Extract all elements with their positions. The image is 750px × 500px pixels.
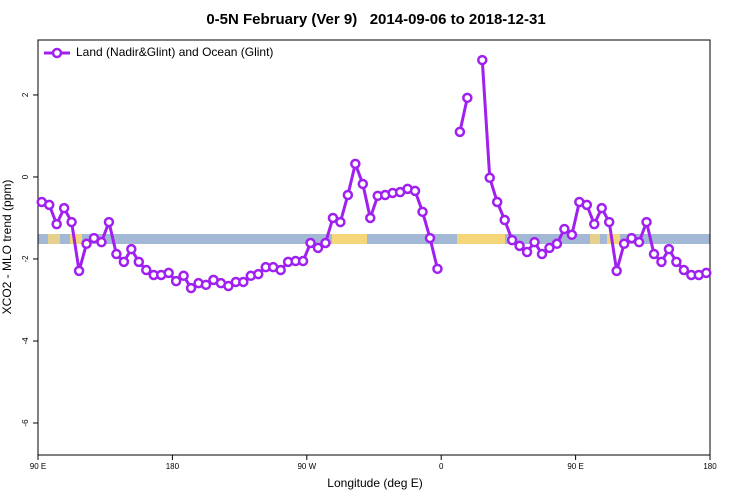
data-point [529, 236, 540, 248]
data-point [648, 248, 660, 260]
data-point [305, 237, 316, 249]
data-point [185, 282, 197, 294]
legend-marker [51, 47, 63, 59]
data-point [618, 238, 630, 250]
ocean-band [38, 234, 710, 244]
data-point [66, 216, 77, 228]
x-tick-label: 180 [166, 462, 180, 471]
data-point [342, 189, 354, 201]
data-point [223, 280, 234, 292]
data-point [238, 276, 249, 288]
data-point [118, 256, 130, 268]
data-point [566, 229, 578, 241]
data-point [484, 172, 495, 184]
x-tick-label: 90 W [297, 462, 316, 471]
data-point [506, 234, 518, 246]
data-point [327, 212, 339, 224]
data-point [170, 275, 182, 287]
data-point [163, 267, 174, 279]
data-point [73, 265, 85, 277]
y-tick-label: -2 [21, 255, 30, 263]
data-point [88, 232, 100, 244]
data-point [320, 237, 331, 249]
data-point [365, 212, 376, 224]
data-point [596, 202, 607, 214]
data-point [514, 240, 525, 252]
data-point [133, 256, 145, 268]
data-point [409, 185, 421, 197]
land-band [70, 234, 82, 244]
y-tick-label: -6 [21, 419, 30, 427]
y-tick-label: 2 [21, 92, 30, 97]
data-point [126, 243, 137, 255]
data-point [603, 216, 615, 228]
data-point [521, 246, 533, 258]
data-point [43, 199, 55, 211]
data-point [678, 264, 690, 276]
data-point [432, 263, 443, 275]
data-point [96, 236, 107, 248]
data-point [491, 196, 503, 208]
data-point [477, 54, 488, 66]
chart-title: 0-5N February (Ver 9) 2014-09-06 to 2018… [206, 11, 545, 28]
data-point [559, 223, 570, 235]
surface-band [38, 234, 710, 244]
data-point [200, 279, 212, 291]
data-point [499, 214, 510, 226]
data-point [81, 238, 92, 250]
data-point [663, 243, 675, 255]
data-point [536, 248, 548, 260]
data-point [424, 232, 436, 244]
land-band [607, 234, 620, 244]
y-tick-label: -4 [21, 337, 30, 345]
data-point [454, 126, 466, 138]
x-tick-label: 180 [703, 462, 717, 471]
data-point [611, 265, 622, 277]
x-tick-label: 0 [439, 462, 444, 471]
data-point [701, 267, 712, 279]
land-band [48, 234, 60, 244]
data-point [335, 216, 346, 228]
data-point [111, 248, 122, 260]
data-point [178, 270, 189, 282]
data-point [551, 238, 563, 250]
data-point [671, 256, 682, 268]
data-point [633, 236, 645, 248]
data-point [312, 242, 324, 254]
data-point [253, 268, 264, 280]
data-point [641, 216, 652, 228]
data-point [581, 199, 593, 211]
land-band [457, 234, 505, 244]
x-axis-label: Longitude (deg E) [327, 476, 422, 490]
data-point [51, 218, 62, 230]
data-point [544, 242, 555, 254]
legend-label: Land (Nadir&Glint) and Ocean (Glint) [76, 45, 273, 59]
data-point [656, 256, 667, 268]
data-point [350, 158, 361, 170]
y-axis-label: XCO2 - MLO trend (ppm) [0, 180, 14, 315]
data-point [357, 178, 369, 190]
land-band [332, 234, 367, 244]
y-tick-label: 0 [21, 174, 30, 179]
land-band [590, 234, 600, 244]
data-point [141, 264, 152, 276]
data-point [297, 255, 309, 267]
data-point [626, 232, 637, 244]
data-point [417, 206, 428, 218]
data-point [275, 264, 286, 276]
x-tick-label: 90 E [567, 462, 583, 471]
data-point [103, 216, 115, 228]
data-point [58, 202, 70, 214]
plot-frame [37, 39, 711, 456]
x-tick-label: 90 E [30, 462, 46, 471]
data-point [589, 218, 600, 230]
data-point [462, 92, 473, 104]
